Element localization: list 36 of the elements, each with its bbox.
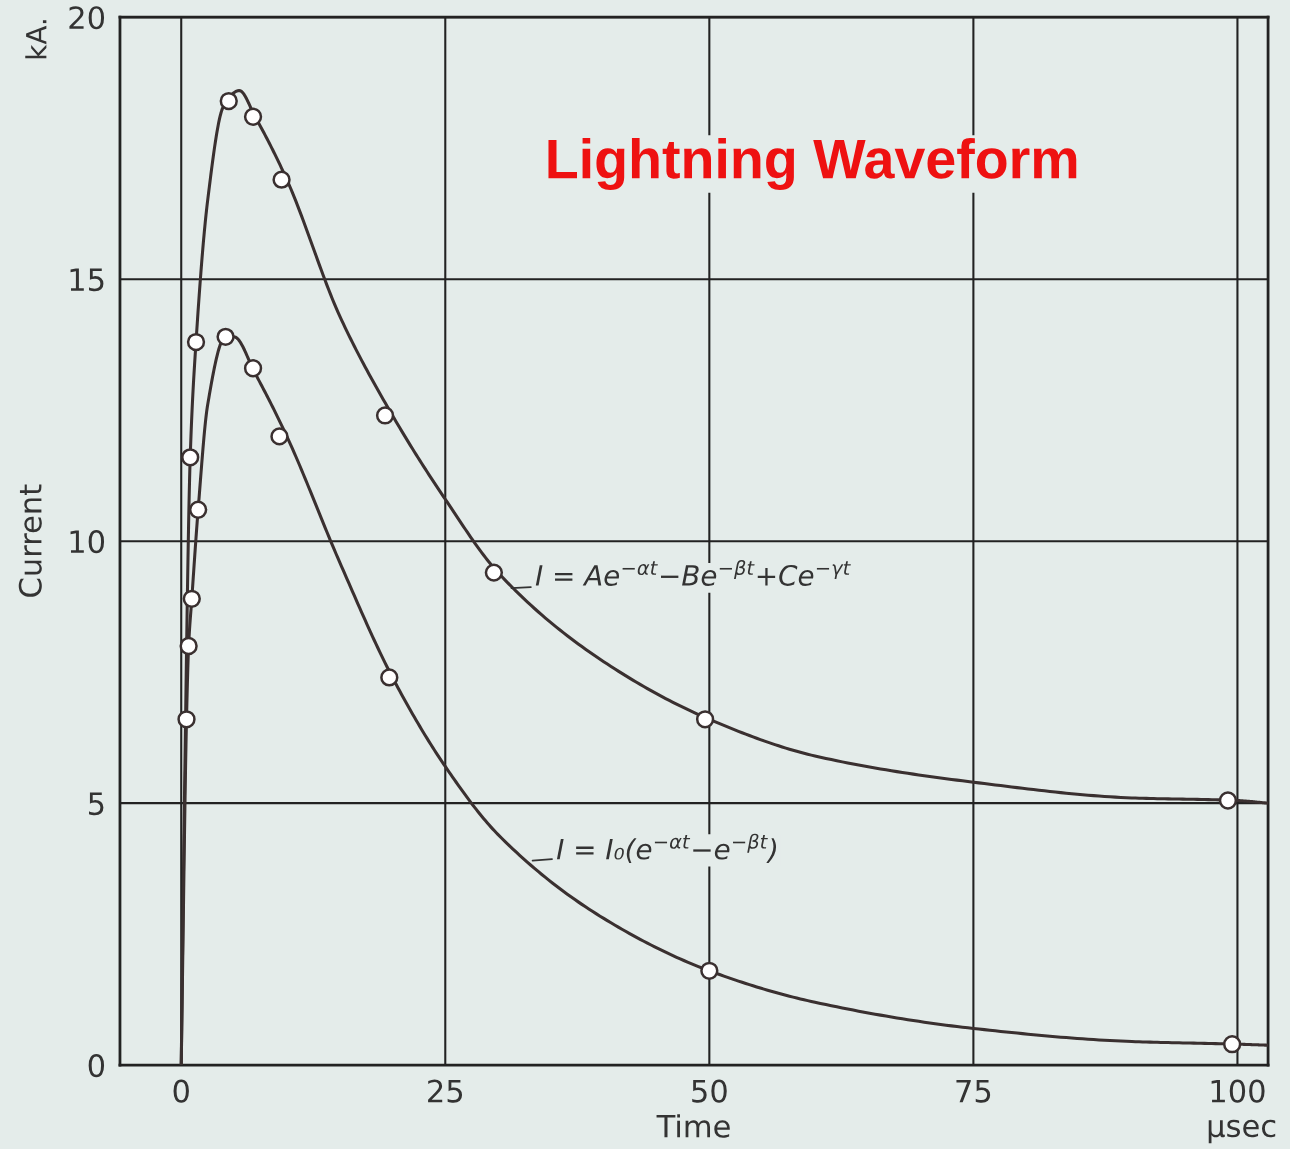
point: [243, 359, 263, 378]
annotation: I = I₀(e$^{−αt}$−e$^{−βt}$): [556, 833, 777, 863]
point: [179, 636, 198, 656]
point: [272, 170, 291, 189]
y-axis-title: Current: [18, 484, 42, 597]
point: [243, 107, 263, 126]
text: Lightning Waveform: [548, 137, 1077, 190]
x-tick-label: 25: [428, 1079, 463, 1103]
point: [700, 961, 719, 980]
y-tick-label: 0: [88, 1054, 105, 1078]
x-tick-label: 100: [1211, 1079, 1265, 1103]
y-tick-label: 5: [89, 792, 104, 816]
text: µsec: [1208, 1119, 1276, 1144]
point: [380, 668, 399, 687]
point: [219, 91, 238, 111]
point: [188, 500, 208, 519]
point: [375, 406, 395, 425]
point: [177, 710, 196, 729]
y-tick-label: 10: [70, 530, 105, 554]
point: [181, 448, 200, 467]
point: [484, 563, 504, 582]
annotation: I = Ae$^{−αt}$−Be$^{−βt}$+Ce$^{−γt}$: [535, 559, 851, 586]
point: [695, 710, 715, 729]
x-tick-label: 50: [692, 1079, 727, 1103]
x-tick-label: 0: [173, 1079, 189, 1103]
text: kA.: [25, 20, 47, 59]
point: [1222, 1035, 1242, 1054]
point: [182, 589, 201, 608]
y-tick-label: 20: [69, 6, 105, 30]
x-tick-label: 75: [956, 1079, 991, 1103]
point: [216, 327, 235, 347]
x-axis-title: Time: [656, 1114, 730, 1138]
point: [186, 332, 206, 352]
point: [270, 427, 289, 446]
point: [1218, 791, 1238, 810]
y-tick-label: 15: [70, 268, 104, 292]
